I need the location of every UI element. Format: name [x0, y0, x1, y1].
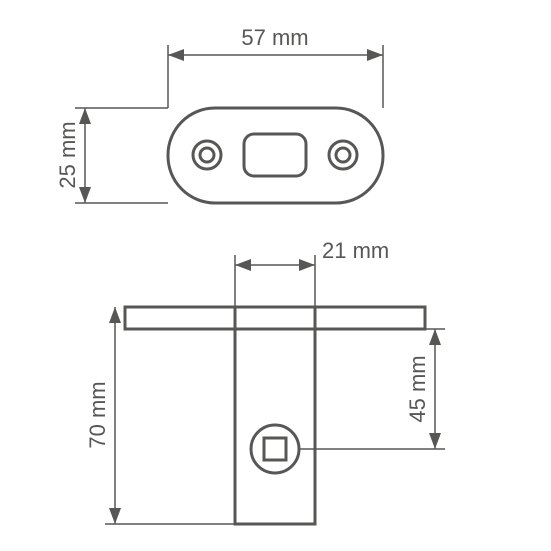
side-view: [125, 307, 425, 524]
screw-hole-left-inner: [200, 148, 214, 162]
top-view: [168, 108, 383, 203]
dimension-25mm: 25 mm: [55, 108, 168, 203]
dimension-70mm-label: 70 mm: [85, 381, 110, 448]
barrel: [235, 307, 315, 524]
spindle-circle: [251, 425, 299, 473]
dimension-57mm-label: 57 mm: [241, 25, 308, 50]
spindle-square: [264, 438, 286, 460]
screw-hole-left-outer: [193, 141, 221, 169]
dimension-21mm: 21 mm: [235, 238, 389, 307]
technical-drawing: 57 mm 25 mm 21 mm 70 mm 45 mm: [0, 0, 551, 551]
dimension-45mm: 45 mm: [299, 329, 445, 449]
dimension-25mm-label: 25 mm: [55, 121, 80, 188]
screw-hole-right-inner: [336, 148, 350, 162]
flange: [125, 307, 425, 329]
screw-hole-right-outer: [329, 141, 357, 169]
center-slot: [244, 134, 306, 176]
dimension-70mm: 70 mm: [85, 307, 235, 524]
dimension-21mm-label: 21 mm: [322, 238, 389, 263]
dimension-57mm: 57 mm: [168, 25, 383, 108]
dimension-45mm-label: 45 mm: [405, 355, 430, 422]
